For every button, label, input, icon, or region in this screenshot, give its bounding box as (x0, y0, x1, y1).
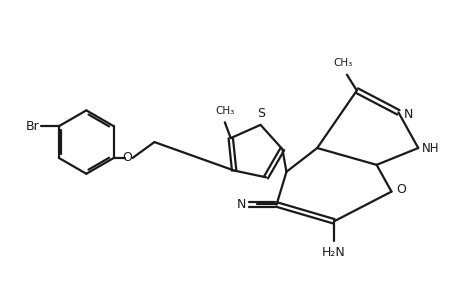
Text: N: N (403, 108, 412, 121)
Text: S: S (257, 107, 265, 120)
Text: O: O (123, 152, 132, 164)
Text: CH₃: CH₃ (333, 58, 352, 68)
Text: NH: NH (421, 142, 439, 154)
Text: N: N (236, 198, 245, 211)
Text: Br: Br (25, 120, 39, 133)
Text: H₂N: H₂N (321, 246, 345, 259)
Text: O: O (396, 183, 405, 196)
Text: CH₃: CH₃ (215, 106, 234, 116)
